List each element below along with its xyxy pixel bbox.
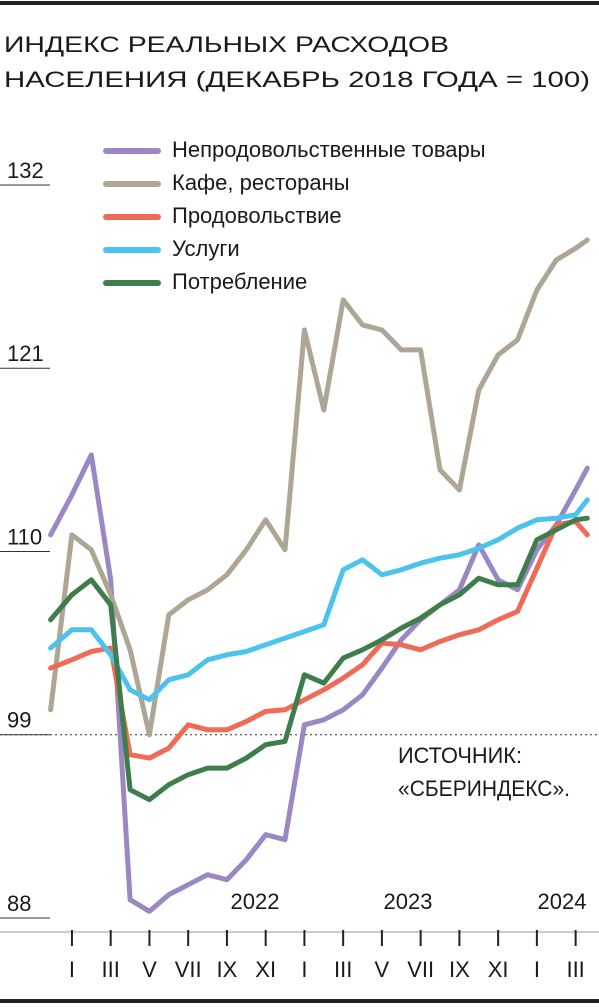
series-line [48, 237, 590, 738]
x-tick-label: V [142, 957, 157, 982]
x-tick-label: I [301, 957, 307, 982]
x-tick-label: V [375, 957, 390, 982]
annotation: ИСТОЧНИК: [398, 743, 522, 768]
legend-label: Непродовольственные товары [172, 137, 486, 162]
x-tick-label: I [534, 957, 540, 982]
x-tick-label: III [102, 957, 120, 982]
y-tick-label: 110 [7, 524, 42, 549]
x-tick-label: XI [488, 957, 509, 982]
y-tick-label: 121 [7, 341, 44, 366]
x-tick-label: III [334, 957, 352, 982]
x-tick-label: XI [255, 957, 276, 982]
legend-label: Кафе, рестораны [172, 170, 350, 195]
legend-label: Продовольствие [172, 203, 342, 228]
x-tick-label: I [69, 957, 75, 982]
year-label: 2022 [231, 889, 280, 914]
x-tick-label: IX [217, 957, 238, 982]
x-tick-label: VII [175, 957, 202, 982]
annotation: «СБЕРИНДЕКС». [398, 776, 570, 801]
y-tick-label: 132 [7, 158, 44, 183]
series-line [48, 497, 590, 703]
x-tick-label: III [566, 957, 584, 982]
series-line [48, 519, 590, 761]
series-line [48, 515, 590, 803]
y-tick-label: 88 [7, 891, 31, 916]
y-tick-label: 99 [7, 708, 31, 733]
legend-label: Потребление [172, 269, 307, 294]
legend-label: Услуги [172, 236, 240, 261]
x-tick-label: IX [449, 957, 470, 982]
year-label: 2023 [384, 889, 433, 914]
chart-title: НАСЕЛЕНИЯ (ДЕКАБРЬ 2018 ГОДА = 100) [4, 67, 590, 92]
x-tick-label: VII [407, 957, 434, 982]
chart-title: ИНДЕКС РЕАЛЬНЫХ РАСХОДОВ [4, 32, 449, 57]
year-label: 2024 [538, 889, 587, 914]
